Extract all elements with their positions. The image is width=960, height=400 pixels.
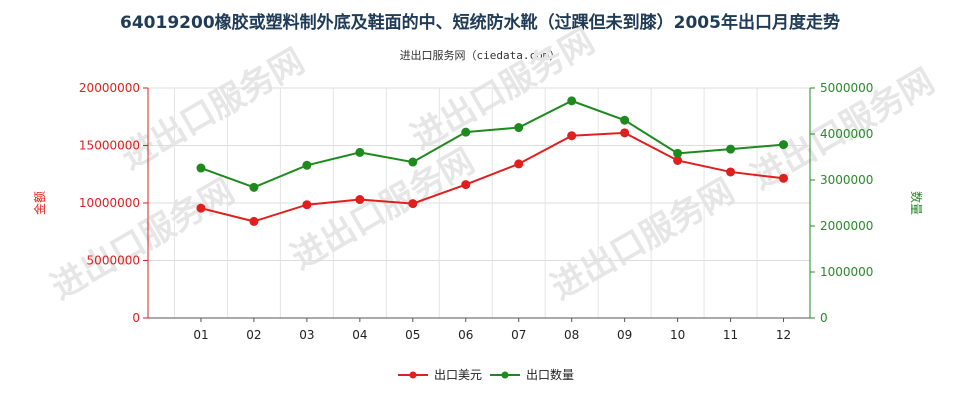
x-tick-label: 11 (723, 328, 738, 342)
chart-title: 64019200橡胶或塑料制外底及鞋面的中、短统防水靴（过踝但未到膝）2005年… (120, 13, 840, 33)
y-left-tick-label: 5000000 (87, 254, 140, 268)
data-point-value (726, 167, 736, 177)
data-point-quantity (355, 147, 365, 157)
series-line-quantity (200, 99, 784, 189)
data-point-quantity (514, 123, 524, 133)
data-point-value (249, 216, 259, 226)
x-tick-label: 02 (246, 328, 261, 342)
data-point-value (461, 180, 471, 190)
y-left-tick-label: 10000000 (79, 196, 140, 210)
y-left-tick-label: 0 (132, 311, 140, 325)
data-point-value (408, 199, 418, 209)
data-point-quantity (726, 144, 736, 154)
data-point-quantity (461, 127, 471, 137)
y-left-tick-label: 20000000 (79, 81, 140, 95)
y-right-tick-label: 3000000 (820, 173, 873, 187)
data-point-quantity (620, 115, 630, 125)
legend-marker-value (409, 371, 417, 379)
data-point-value (567, 131, 577, 141)
x-tick-label: 08 (564, 328, 579, 342)
x-tick-label: 05 (405, 328, 420, 342)
data-point-quantity (408, 157, 418, 167)
data-point-quantity (196, 163, 206, 173)
data-point-quantity (673, 148, 683, 158)
data-point-value (355, 195, 365, 205)
x-tick-label: 09 (617, 328, 632, 342)
y-right-axis-title: 数量 (909, 191, 924, 215)
y-right-tick-label: 1000000 (820, 265, 873, 279)
y-left-axis-title: 金额 (32, 191, 47, 215)
x-tick-label: 04 (352, 328, 367, 342)
x-tick-label: 07 (511, 328, 526, 342)
series-line-value (200, 131, 784, 223)
data-point-value (302, 200, 312, 210)
y-right-tick-label: 2000000 (820, 219, 873, 233)
y-right-tick-label: 4000000 (820, 127, 873, 141)
chart-source: 进出口服务网（ciedata.com） (399, 49, 561, 62)
data-point-value (673, 155, 683, 165)
legend-marker-quantity (501, 371, 509, 379)
x-tick-label: 06 (458, 328, 473, 342)
x-tick-label: 12 (776, 328, 791, 342)
y-left-tick-label: 15000000 (79, 139, 140, 153)
data-point-value (620, 128, 630, 138)
data-point-quantity (302, 160, 312, 170)
data-point-quantity (779, 140, 789, 150)
data-point-value (514, 159, 524, 169)
x-tick-label: 10 (670, 328, 685, 342)
data-point-value (779, 173, 789, 183)
y-right-tick-label: 5000000 (820, 81, 873, 95)
y-right-tick-label: 0 (820, 311, 828, 325)
data-point-quantity (249, 182, 259, 192)
x-tick-label: 01 (193, 328, 208, 342)
data-point-value (196, 203, 206, 213)
legend-label-quantity: 出口数量 (526, 367, 574, 382)
x-tick-label: 03 (299, 328, 314, 342)
data-point-quantity (567, 96, 577, 106)
legend-label-value: 出口美元 (434, 368, 482, 382)
